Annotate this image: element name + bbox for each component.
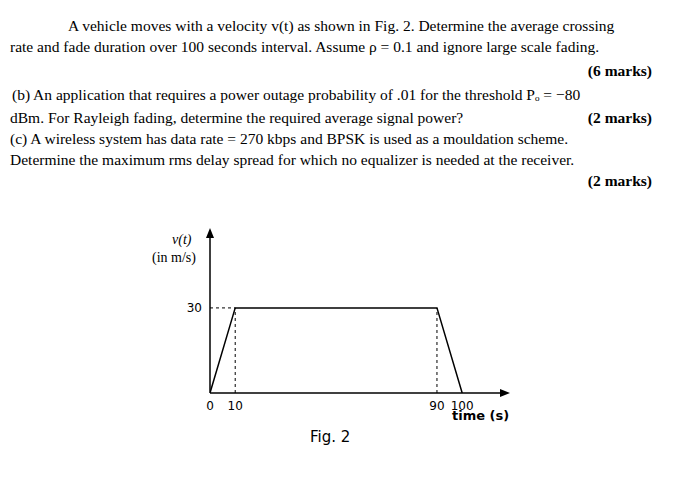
svg-text:90: 90 [429, 399, 444, 413]
svg-text:0: 0 [206, 399, 214, 413]
svg-text:10: 10 [228, 399, 243, 413]
svg-text:30: 30 [187, 301, 202, 315]
